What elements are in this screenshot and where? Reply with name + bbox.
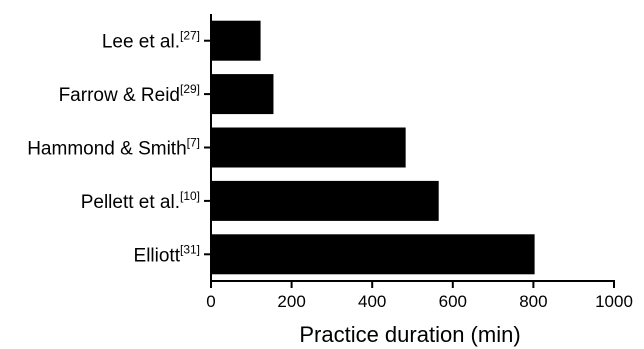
category-name: Lee et al. <box>102 32 180 53</box>
x-tick-label: 1000 <box>595 292 633 311</box>
category-label: Farrow & Reid[29] <box>59 82 200 106</box>
bar-1 <box>211 20 261 61</box>
x-axis: 0 200 400 600 800 1000 <box>206 280 633 311</box>
x-axis-label: Practice duration (min) <box>299 322 520 347</box>
x-tick-label: 200 <box>277 292 305 311</box>
x-tick-label: 400 <box>358 292 386 311</box>
category-reference: [10] <box>180 189 200 203</box>
category-label: Lee et al.[27] <box>102 29 200 53</box>
category-label: Pellett et al.[10] <box>81 189 200 213</box>
category-label: Elliott[31] <box>134 242 200 266</box>
category-name: Elliott <box>134 245 181 266</box>
bars-group <box>211 20 535 275</box>
category-name: Farrow & Reid <box>59 85 180 106</box>
category-label: Hammond & Smith[7] <box>27 136 200 160</box>
category-reference: [29] <box>180 82 200 96</box>
x-tick-label: 600 <box>439 292 467 311</box>
bar-5 <box>211 234 535 275</box>
bar-2 <box>211 74 274 115</box>
category-name: Hammond & Smith <box>27 139 186 160</box>
bar-4 <box>211 180 439 221</box>
x-tick-label: 800 <box>519 292 547 311</box>
category-labels: Lee et al.[27] Farrow & Reid[29] Hammond &… <box>27 29 200 267</box>
category-reference: [27] <box>180 29 200 43</box>
y-axis <box>204 14 212 282</box>
category-name: Pellett et al. <box>81 192 180 213</box>
x-tick-label: 0 <box>206 292 215 311</box>
category-reference: [31] <box>180 242 200 256</box>
bar-3 <box>211 127 406 168</box>
category-reference: [7] <box>187 136 200 150</box>
